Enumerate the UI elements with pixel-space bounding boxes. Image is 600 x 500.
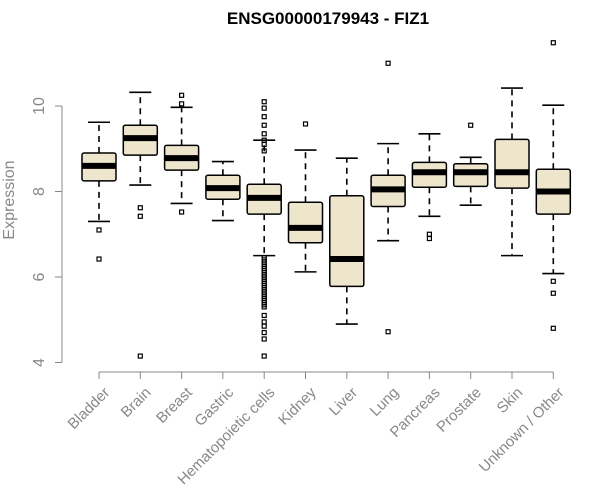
x-tick-label: Liver — [326, 384, 361, 419]
outlier-point — [261, 99, 267, 105]
outlier-point — [468, 122, 474, 128]
box-group — [122, 91, 159, 359]
box — [329, 195, 365, 288]
outlier-point — [137, 353, 143, 359]
outlier-point — [261, 312, 267, 319]
outlier-point — [426, 231, 432, 237]
y-tick-label: 6 — [31, 272, 48, 281]
y-tick-label: 4 — [31, 358, 48, 367]
outlier-point — [179, 209, 185, 215]
outlier-point — [261, 319, 267, 325]
chart-title: ENSG00000179943 - FIZ1 — [227, 9, 429, 28]
box-group — [329, 157, 365, 325]
outlier-point — [261, 141, 267, 148]
x-tick-label: Brain — [118, 384, 155, 421]
y-tick-label: 10 — [31, 97, 48, 115]
box-group — [246, 99, 282, 359]
box — [494, 138, 530, 189]
box-group — [370, 60, 406, 335]
outlier-point — [179, 101, 185, 107]
outlier-point — [261, 131, 267, 137]
outlier-point — [261, 323, 267, 329]
y-axis-label: Expression — [1, 160, 18, 239]
outlier-point — [261, 148, 267, 154]
outlier-point — [426, 235, 432, 242]
y-tick-label: 8 — [31, 187, 48, 196]
box-group — [81, 121, 117, 262]
outlier-point — [137, 213, 143, 219]
outlier-point — [261, 336, 267, 342]
outlier-point — [550, 325, 556, 331]
outlier-point — [96, 227, 102, 233]
x-tick-label: Prostate — [433, 384, 485, 436]
x-tick-label: Kidney — [275, 384, 320, 429]
outlier-point — [261, 329, 267, 336]
boxes — [81, 40, 572, 359]
outlier-point — [261, 105, 267, 111]
outlier-point — [261, 304, 267, 310]
outlier-point — [261, 122, 267, 128]
box-group — [205, 160, 241, 222]
box-group — [163, 92, 200, 215]
x-tick-label: Bladder — [65, 384, 114, 433]
outlier-point — [96, 256, 102, 262]
outlier-point — [385, 60, 391, 66]
x-tick-label: Lung — [367, 384, 403, 420]
box-group — [535, 40, 572, 331]
x-tick-label: Breast — [153, 384, 196, 427]
outlier-point — [385, 329, 391, 335]
outlier-point — [137, 205, 143, 211]
y-axis: 4 6 8 10 — [31, 97, 63, 367]
outlier-point — [550, 278, 556, 284]
box — [287, 201, 324, 244]
box-group — [411, 132, 448, 242]
outlier-point — [550, 290, 556, 296]
box-group — [494, 87, 530, 257]
x-tick-label: Skin — [494, 384, 527, 417]
box-group — [287, 121, 324, 273]
outlier-point — [179, 92, 185, 98]
outlier-point — [261, 353, 267, 359]
outlier-point — [302, 121, 309, 127]
box-group — [452, 122, 489, 206]
outlier-point — [550, 40, 556, 46]
outlier-point — [261, 114, 267, 120]
